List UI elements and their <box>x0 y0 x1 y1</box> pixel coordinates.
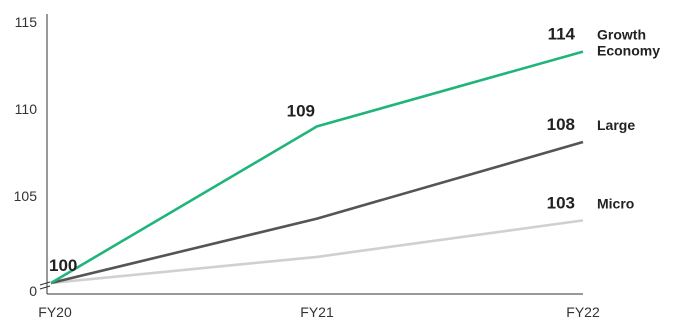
series-line-micro <box>50 219 584 285</box>
axis-break-mark <box>39 281 51 286</box>
axis-break-mark <box>39 285 51 290</box>
series-line-large <box>50 140 584 285</box>
axes: 0 105 110 115 FY20 FY21 FY22 <box>14 14 600 320</box>
x-tick-label: FY21 <box>300 304 334 320</box>
series-layer <box>50 50 584 285</box>
y-tick-label: 115 <box>15 14 38 30</box>
data-label-growth-economy: 100 <box>49 256 77 275</box>
series-label-growth-economy: Growth <box>597 27 646 43</box>
series-line-growth-economy <box>50 50 584 285</box>
series-label-large: Large <box>597 117 635 133</box>
data-label-growth-economy: 114 <box>548 25 576 44</box>
data-label-large: 108 <box>547 115 575 134</box>
series-label-growth-economy: Economy <box>597 43 660 59</box>
x-tick-label: FY20 <box>38 304 72 320</box>
y-tick-label: 105 <box>14 188 38 204</box>
data-label-growth-economy: 109 <box>287 101 315 120</box>
y-tick-label: 0 <box>29 283 37 299</box>
y-tick-label: 110 <box>15 101 38 117</box>
series-label-micro: Micro <box>597 195 634 211</box>
x-tick-label: FY22 <box>566 304 600 320</box>
data-label-micro: 103 <box>547 193 575 212</box>
